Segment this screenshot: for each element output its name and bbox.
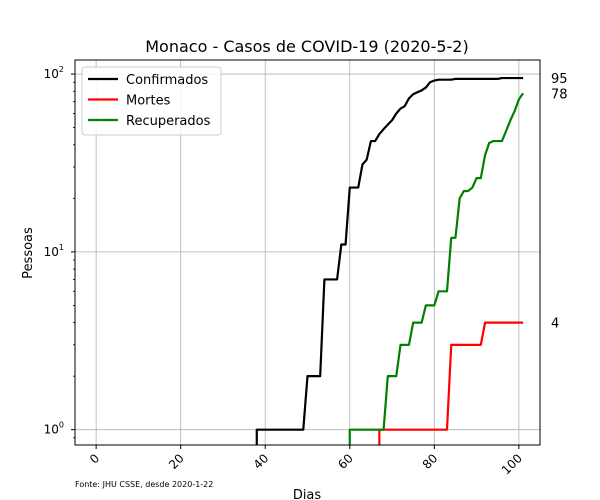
legend-label-recuperados: Recuperados bbox=[126, 114, 211, 129]
y-axis: 100 101 102 bbox=[44, 65, 75, 439]
legend-box bbox=[81, 66, 222, 136]
series-line-confirmados bbox=[255, 76, 524, 445]
legend-label-confirmados: Confirmados bbox=[126, 73, 208, 88]
y-tick-label: 101 bbox=[44, 243, 64, 259]
y-tick-label: 100 bbox=[44, 421, 64, 437]
source-note: Fonte: JHU CSSE, desde 2020-1-22 bbox=[75, 480, 213, 489]
plot-frame bbox=[74, 59, 541, 446]
y-axis-label: Pessoas bbox=[21, 227, 36, 279]
series-line-recuperados bbox=[348, 92, 524, 445]
legend: Confirmados Mortes Recuperados bbox=[81, 66, 222, 136]
end-label-confirmados: 95 bbox=[551, 72, 568, 87]
series-lines bbox=[255, 76, 524, 445]
end-label-recuperados: 78 bbox=[551, 87, 568, 102]
y-tick-label: 102 bbox=[44, 65, 64, 81]
legend-label-mortes: Mortes bbox=[126, 94, 171, 109]
chart-title: Monaco - Casos de COVID-19 (2020-5-2) bbox=[145, 37, 468, 56]
end-label-mortes: 4 bbox=[551, 317, 559, 332]
x-axis-label: Dias bbox=[293, 488, 322, 500]
